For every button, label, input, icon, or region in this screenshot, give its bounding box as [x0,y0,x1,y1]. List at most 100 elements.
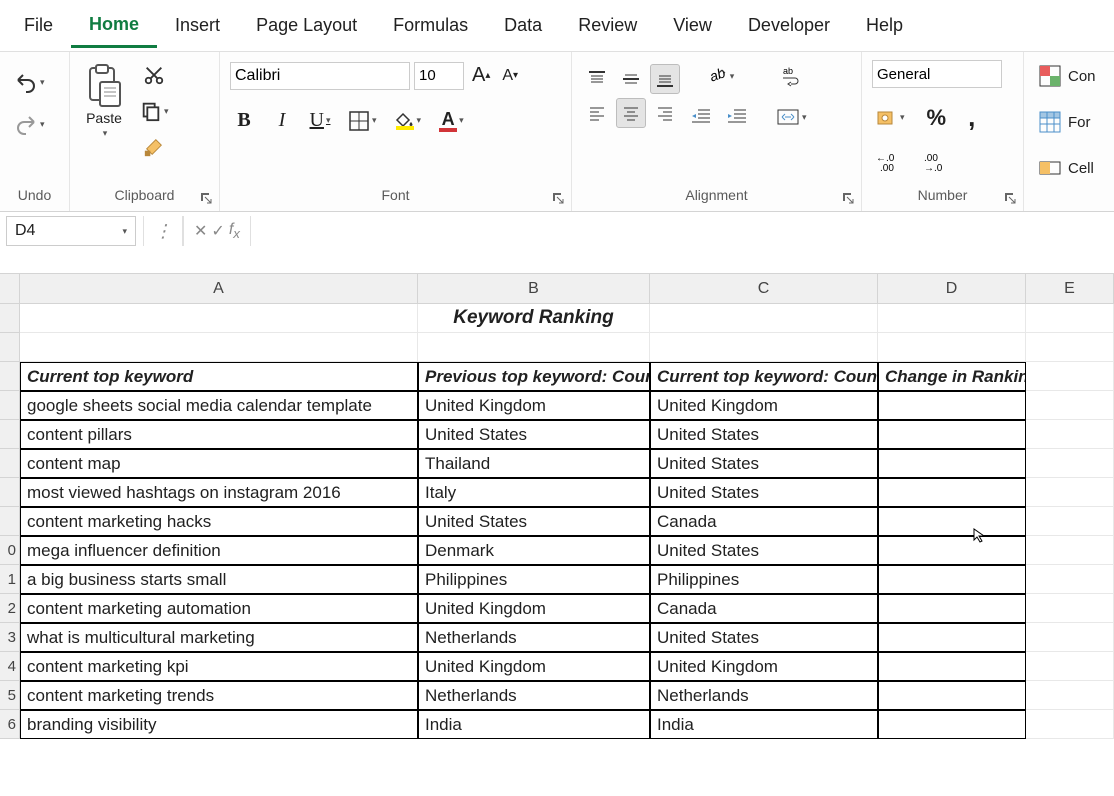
cell[interactable] [1026,362,1114,391]
cell[interactable]: Keyword Ranking [418,304,650,333]
comma-button[interactable]: , [964,98,979,137]
cell[interactable]: what is multicultural marketing [20,623,418,652]
increase-indent-button[interactable] [722,102,752,132]
cancel-formula-icon[interactable]: ✕ [194,221,207,241]
row-header[interactable]: 5 [0,681,20,710]
column-header-a[interactable]: A [20,274,418,304]
cell[interactable] [1026,652,1114,681]
cell[interactable] [878,420,1026,449]
increase-decimal-button[interactable]: ←.0.00 [872,147,906,175]
row-header[interactable]: 3 [0,623,20,652]
cell[interactable]: content pillars [20,420,418,449]
cell[interactable]: Change in Ranking [878,362,1026,391]
align-bottom-button[interactable] [650,64,680,94]
number-format-select[interactable] [872,60,1002,88]
cell[interactable] [1026,594,1114,623]
menu-view[interactable]: View [655,5,730,46]
cell[interactable] [1026,333,1114,362]
cell[interactable]: India [650,710,878,739]
cell[interactable] [878,478,1026,507]
cell[interactable] [878,391,1026,420]
paste-button[interactable]: Paste ▾ [80,60,128,143]
cell[interactable]: content marketing kpi [20,652,418,681]
cell[interactable] [878,449,1026,478]
cell[interactable] [1026,507,1114,536]
cell[interactable] [878,565,1026,594]
font-color-button[interactable]: A▾ [435,105,468,136]
cell[interactable]: Previous top keyword: Country [418,362,650,391]
row-header[interactable] [0,333,20,362]
undo-button[interactable]: ▾ [10,66,49,98]
align-top-button[interactable] [582,64,612,94]
merge-center-button[interactable]: ▾ [772,102,811,132]
row-header[interactable]: 2 [0,594,20,623]
cell-styles-button[interactable]: Cell [1034,152,1098,184]
row-header[interactable] [0,449,20,478]
cell[interactable] [1026,565,1114,594]
cell[interactable]: content marketing trends [20,681,418,710]
menu-home[interactable]: Home [71,4,157,48]
cell[interactable]: content marketing hacks [20,507,418,536]
orientation-button[interactable]: ab▾ [686,60,752,92]
align-middle-button[interactable] [616,64,646,94]
cell[interactable] [20,304,418,333]
cell[interactable]: United States [650,449,878,478]
name-box[interactable]: D4 ▾ [6,216,136,246]
cell[interactable]: United Kingdom [418,391,650,420]
column-header-e[interactable]: E [1026,274,1114,304]
cell[interactable]: Thailand [418,449,650,478]
decrease-decimal-button[interactable]: .00→.0 [920,147,954,175]
cell[interactable]: a big business starts small [20,565,418,594]
format-painter-button[interactable] [136,132,173,162]
row-header[interactable]: 0 [0,536,20,565]
cell[interactable] [878,333,1026,362]
font-name-select[interactable] [230,62,410,90]
cell[interactable]: branding visibility [20,710,418,739]
cell[interactable]: United States [418,507,650,536]
cell[interactable]: United States [650,536,878,565]
percent-button[interactable]: % [923,101,951,135]
cell[interactable] [650,304,878,333]
cell[interactable]: United States [650,478,878,507]
menu-review[interactable]: Review [560,5,655,46]
cell[interactable]: United Kingdom [650,652,878,681]
format-as-table-button[interactable]: For [1034,106,1095,138]
cell[interactable] [20,333,418,362]
menu-data[interactable]: Data [486,5,560,46]
cell[interactable] [1026,391,1114,420]
decrease-indent-button[interactable] [686,102,716,132]
cell[interactable]: United States [418,420,650,449]
cell[interactable]: content marketing automation [20,594,418,623]
row-header[interactable] [0,478,20,507]
cell[interactable]: Philippines [650,565,878,594]
cell[interactable]: Canada [650,594,878,623]
cell[interactable]: United Kingdom [650,391,878,420]
cell[interactable]: United States [650,420,878,449]
align-right-button[interactable] [650,98,680,128]
row-header[interactable] [0,507,20,536]
redo-button[interactable]: ▾ [10,108,49,140]
italic-button[interactable]: I [268,107,296,135]
cell[interactable] [878,681,1026,710]
menu-page-layout[interactable]: Page Layout [238,5,375,46]
column-header-d[interactable]: D [878,274,1026,304]
menu-insert[interactable]: Insert [157,5,238,46]
cell[interactable]: Netherlands [418,623,650,652]
cell[interactable] [1026,536,1114,565]
cell[interactable]: Italy [418,478,650,507]
wrap-text-button[interactable]: ab [772,60,811,92]
cell[interactable] [878,623,1026,652]
bold-button[interactable]: B [230,107,258,135]
row-header[interactable]: 1 [0,565,20,594]
select-all-corner[interactable] [0,274,20,304]
cell[interactable]: content map [20,449,418,478]
cell[interactable] [1026,623,1114,652]
row-header[interactable]: 4 [0,652,20,681]
cell[interactable]: Current top keyword [20,362,418,391]
cell[interactable] [650,333,878,362]
align-left-button[interactable] [582,98,612,128]
cell[interactable]: Netherlands [650,681,878,710]
menu-help[interactable]: Help [848,5,921,46]
row-header[interactable] [0,304,20,333]
decrease-font-button[interactable]: A▾ [498,63,522,89]
